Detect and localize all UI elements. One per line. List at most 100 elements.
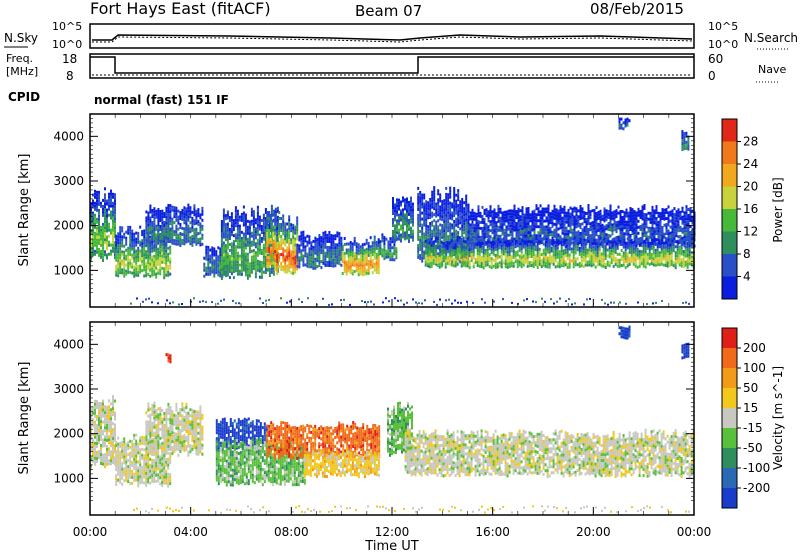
data-cell xyxy=(106,202,108,206)
data-cell xyxy=(226,267,229,271)
data-cell xyxy=(115,249,118,253)
data-cell xyxy=(252,225,255,229)
data-cell xyxy=(400,200,402,204)
data-cell xyxy=(620,255,623,258)
data-cell xyxy=(357,258,360,262)
data-cell xyxy=(549,239,552,243)
data-cell xyxy=(298,244,301,248)
data-cell xyxy=(240,266,243,270)
data-cell xyxy=(666,255,669,259)
data-cell xyxy=(123,271,126,275)
data-cell xyxy=(161,260,164,264)
data-cell xyxy=(379,249,382,253)
data-cell xyxy=(553,234,556,238)
data-cell xyxy=(264,259,267,262)
data-cell xyxy=(244,234,247,238)
data-cell xyxy=(121,235,124,239)
data-cell xyxy=(515,228,518,231)
data-cell xyxy=(434,245,437,249)
data-cell xyxy=(457,216,460,220)
data-cell xyxy=(453,226,456,229)
data-cell xyxy=(296,231,299,235)
data-cell xyxy=(236,251,239,255)
data-cell xyxy=(516,265,519,269)
data-cell xyxy=(165,273,168,277)
data-cell xyxy=(222,253,225,257)
data-cell xyxy=(262,222,265,226)
data-cell xyxy=(459,218,462,222)
data-cell xyxy=(561,222,564,226)
data-cell xyxy=(419,248,422,251)
data-cell xyxy=(389,243,392,247)
data-cell xyxy=(274,223,277,226)
data-cell xyxy=(477,229,480,233)
data-cell xyxy=(519,224,522,228)
data-cell xyxy=(314,242,317,246)
data-cell xyxy=(394,236,396,240)
data-cell xyxy=(481,205,484,209)
data-cell xyxy=(363,263,366,267)
data-cell xyxy=(561,207,564,211)
data-cell xyxy=(643,207,646,210)
data-cell xyxy=(518,263,521,267)
data-cell xyxy=(579,217,582,220)
data-cell xyxy=(100,201,102,205)
data-cell xyxy=(463,228,466,232)
data-cell xyxy=(96,193,98,197)
data-cell xyxy=(276,221,279,225)
data-cell xyxy=(453,199,456,202)
data-cell xyxy=(656,254,659,258)
data-cell xyxy=(443,220,446,224)
data-cell xyxy=(666,246,669,250)
data-cell xyxy=(121,244,124,248)
data-cell xyxy=(563,235,566,239)
data-cell xyxy=(497,207,500,211)
data-cell xyxy=(437,204,440,208)
data-cell xyxy=(272,272,275,276)
data-cell xyxy=(486,251,489,255)
data-cell xyxy=(537,237,540,241)
data-cell xyxy=(637,213,640,217)
data-cell xyxy=(498,243,501,247)
data-cell xyxy=(94,192,96,196)
data-cell xyxy=(163,221,166,224)
data-cell xyxy=(280,229,283,232)
data-cell xyxy=(220,235,223,238)
data-cell xyxy=(410,205,412,209)
data-cell xyxy=(587,210,590,213)
data-cell xyxy=(589,210,592,214)
data-cell xyxy=(503,216,506,220)
data-cell xyxy=(499,228,502,232)
data-cell xyxy=(123,253,126,257)
data-cell xyxy=(408,221,410,225)
data-cell xyxy=(448,262,451,266)
data-cell xyxy=(580,261,583,265)
data-cell xyxy=(495,236,498,240)
data-cell xyxy=(659,230,662,234)
data-cell xyxy=(408,218,410,222)
data-cell xyxy=(167,222,170,225)
data-cell xyxy=(153,245,156,249)
data-cell xyxy=(187,239,190,243)
data-cell xyxy=(171,205,174,209)
data-cell xyxy=(296,261,299,265)
data-cell xyxy=(100,225,102,229)
data-cell xyxy=(270,226,273,230)
data-cell xyxy=(580,246,583,250)
data-cell xyxy=(678,257,681,261)
data-cell xyxy=(246,264,249,268)
data-cell xyxy=(466,264,469,268)
data-cell xyxy=(603,213,606,217)
data-cell xyxy=(441,245,444,249)
data-cell xyxy=(171,220,174,224)
data-cell xyxy=(258,221,261,225)
data-cell xyxy=(453,223,456,226)
data-cell xyxy=(470,256,473,260)
data-cell xyxy=(242,244,245,248)
data-cell xyxy=(363,266,366,270)
data-cell xyxy=(541,216,544,220)
data-cell xyxy=(268,259,271,262)
data-cell xyxy=(155,224,158,228)
data-cell xyxy=(167,210,170,213)
data-cell xyxy=(296,216,299,220)
